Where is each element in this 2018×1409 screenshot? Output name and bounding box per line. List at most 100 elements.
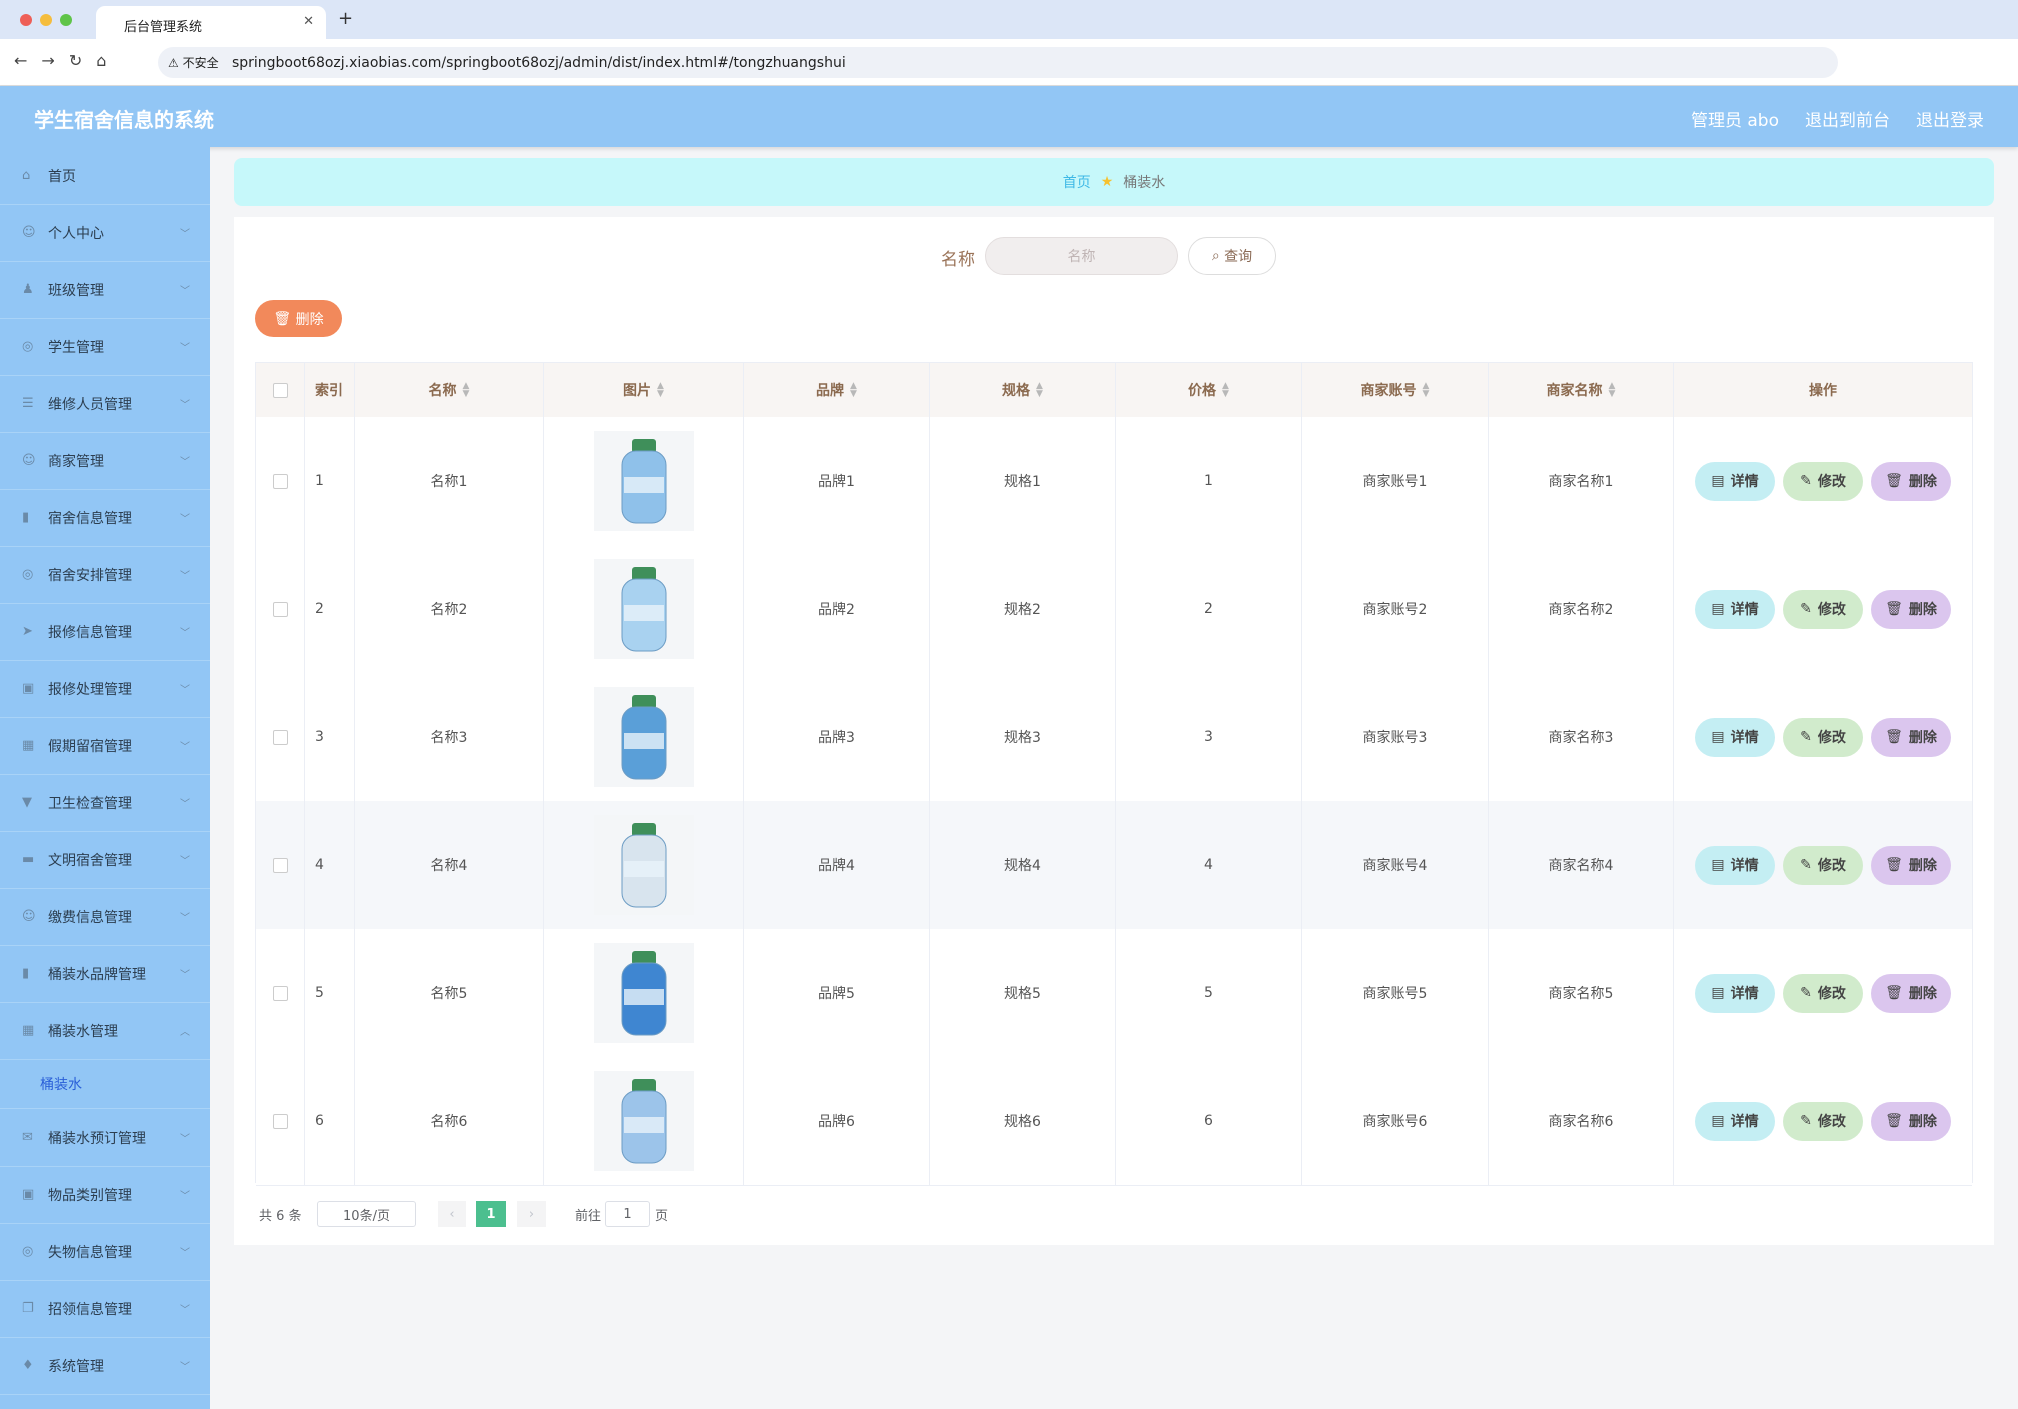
menu-item[interactable]: ➤ 报修信息管理 ﹀ [0, 603, 210, 661]
crumb-home[interactable]: 首页 [1062, 175, 1091, 191]
cell-text: 品牌1 [818, 474, 855, 490]
menu-icon: ✉ [22, 1130, 33, 1145]
submenu-item[interactable]: 桶装水 [0, 1059, 210, 1109]
sort-icon[interactable]: ▲ ▼ [462, 381, 470, 399]
menu-item[interactable]: ◎ 学生管理 ﹀ [0, 318, 210, 376]
tab-close[interactable]: ✕ [303, 14, 314, 29]
row-button[interactable]: 🗑 删除 [1871, 717, 1951, 757]
cell-text: 商家名称6 [1548, 1114, 1614, 1130]
sort-icon[interactable]: ▲ ▼ [1036, 381, 1043, 399]
cell [256, 363, 305, 417]
row-button-icon: ▤ [1711, 473, 1725, 489]
current-page[interactable]: 1 [476, 1201, 506, 1227]
checkbox[interactable] [272, 601, 288, 617]
page-unit: 页 [655, 1208, 669, 1224]
cell-text: 商家名称1 [1548, 474, 1614, 490]
menu-item[interactable]: ✉ 桶装水预订管理 ﹀ [0, 1109, 210, 1167]
checkbox[interactable] [272, 729, 288, 745]
sort-icon[interactable]: ▲ ▼ [850, 381, 857, 399]
table: 索引 名称 ▲ ▼ 图片 ▲ ▼ 品牌 ▲ ▼ 规格 ▲ ▼ 价格 ▲ ▼ 商家账号 ▲ ▼ 商家名称 ▲ ▼ 操作 1 名称1… [255, 362, 1973, 1186]
header-link[interactable]: 退出登录 [1916, 111, 1984, 131]
checkbox[interactable] [272, 1113, 288, 1129]
row-button[interactable]: ▤ 详情 [1695, 717, 1775, 757]
prev[interactable]: ‹ [438, 1201, 466, 1227]
menu-item[interactable]: ☺ 个人中心 ﹀ [0, 204, 210, 262]
sort-icon[interactable]: ▲ ▼ [1608, 381, 1616, 399]
menu-item[interactable]: ❐ 招领信息管理 ﹀ [0, 1280, 210, 1338]
menu-item[interactable]: ▦ 桶装水管理 ︿ [0, 1002, 210, 1060]
close-dot[interactable] [20, 14, 32, 26]
menu-icon: ▬ [22, 852, 35, 867]
table-row[interactable]: 5 名称5 品牌5 规格5 5 商家账号5 商家名称5 ▤ 详情 ✎ 修改 🗑 删除 [256, 929, 1972, 1058]
table-row[interactable]: 3 名称3 品牌3 规格3 3 商家账号3 商家名称3 ▤ 详情 ✎ 修改 🗑 删除 [256, 673, 1972, 802]
menu-item[interactable]: ♟ 班级管理 ﹀ [0, 261, 210, 319]
menu-item[interactable]: ▬ 文明宿舍管理 ﹀ [0, 831, 210, 889]
row-button-icon: ✎ [1800, 857, 1812, 873]
menu-item[interactable]: ▣ 报修处理管理 ﹀ [0, 660, 210, 718]
table-row[interactable]: 1 名称1 品牌1 规格1 1 商家账号1 商家名称1 ▤ 详情 ✎ 修改 🗑 删除 [256, 417, 1972, 546]
tab[interactable]: 后台管理系统 ✕ [96, 6, 326, 39]
row-button[interactable]: ✎ 修改 [1783, 461, 1863, 501]
checkbox[interactable] [272, 473, 288, 489]
new-tab[interactable]: + [338, 8, 354, 29]
header-link[interactable]: 管理员 abo [1690, 111, 1779, 131]
url-field[interactable]: ⚠ 不安全 springboot68ozj.xiaobias.com/sprin… [158, 47, 1838, 78]
goto-input[interactable]: 1 [605, 1201, 650, 1227]
row-button[interactable]: 🗑 删除 [1871, 589, 1951, 629]
row-button[interactable]: ✎ 修改 [1783, 973, 1863, 1013]
sort-icon[interactable]: ▲ ▼ [657, 381, 664, 399]
page-size[interactable]: 10条/页 [317, 1201, 416, 1227]
column-header: 操作 [1809, 383, 1837, 399]
column-header: 价格 [1188, 383, 1217, 399]
row-button-icon: ✎ [1800, 1113, 1812, 1129]
bulk-delete[interactable]: 🗑 删除 [255, 300, 342, 337]
menu-arrow: ﹀ [180, 913, 190, 924]
search-button[interactable]: ⌕ 查询 [1188, 237, 1276, 275]
menu-item[interactable]: ☺ 商家管理 ﹀ [0, 432, 210, 490]
cell: 品牌6 [744, 1057, 930, 1185]
row-button[interactable]: ✎ 修改 [1783, 589, 1863, 629]
menu-item[interactable]: ▦ 假期留宿管理 ﹀ [0, 717, 210, 775]
row-button[interactable]: ▤ 详情 [1695, 845, 1775, 885]
row-button[interactable]: 🗑 删除 [1871, 461, 1951, 501]
menu-item[interactable]: ☺ 缴费信息管理 ﹀ [0, 888, 210, 946]
table-row[interactable]: 4 名称4 品牌4 规格4 4 商家账号4 商家名称4 ▤ 详情 ✎ 修改 🗑 删除 [256, 801, 1972, 930]
search-input[interactable]: 名称 [985, 237, 1178, 275]
menu-item[interactable]: ▼ 卫生检查管理 ﹀ [0, 774, 210, 832]
menu-item[interactable]: ▣ 物品类别管理 ﹀ [0, 1166, 210, 1224]
menu-item[interactable]: ▮ 桶装水品牌管理 ﹀ [0, 945, 210, 1003]
search-button-label: 查询 [1224, 249, 1253, 265]
row-button[interactable]: 🗑 删除 [1871, 973, 1951, 1013]
max-dot[interactable] [60, 14, 72, 26]
header-link[interactable]: 退出到前台 [1805, 111, 1890, 131]
row-button[interactable]: ▤ 详情 [1695, 589, 1775, 629]
sort-icon[interactable]: ▲ ▼ [1422, 381, 1430, 399]
checkbox[interactable] [272, 857, 288, 873]
min-dot[interactable] [40, 14, 52, 26]
menu-item[interactable]: ◎ 失物信息管理 ﹀ [0, 1223, 210, 1281]
row-button[interactable]: ▤ 详情 [1695, 973, 1775, 1013]
checkbox[interactable] [272, 985, 288, 1001]
row-button[interactable]: ▤ 详情 [1695, 1101, 1775, 1141]
checkbox[interactable] [272, 382, 288, 398]
row-button[interactable]: 🗑 删除 [1871, 845, 1951, 885]
nav-buttons[interactable]: ←→↻⌂ [14, 51, 121, 70]
table-row[interactable]: 6 名称6 品牌6 规格6 6 商家账号6 商家名称6 ▤ 详情 ✎ 修改 🗑 删除 [256, 1057, 1972, 1186]
menu-item[interactable]: ♦ 系统管理 ﹀ [0, 1337, 210, 1395]
menu-arrow: ﹀ [180, 514, 190, 525]
menu-item[interactable]: ⌂ 首页 [0, 147, 210, 205]
row-button-icon: 🗑 [1885, 1113, 1903, 1129]
row-button[interactable]: ✎ 修改 [1783, 1101, 1863, 1141]
cell: 商家账号1 [1302, 417, 1489, 545]
row-button[interactable]: 🗑 删除 [1871, 1101, 1951, 1141]
menu-item[interactable]: ◎ 宿舍安排管理 ﹀ [0, 546, 210, 604]
cell-text: 规格6 [1004, 1114, 1041, 1130]
table-row[interactable]: 2 名称2 品牌2 规格2 2 商家账号2 商家名称2 ▤ 详情 ✎ 修改 🗑 删除 [256, 545, 1972, 674]
menu-item[interactable]: ▮ 宿舍信息管理 ﹀ [0, 489, 210, 547]
menu-item[interactable]: ☰ 维修人员管理 ﹀ [0, 375, 210, 433]
row-button[interactable]: ▤ 详情 [1695, 461, 1775, 501]
next[interactable]: › [517, 1201, 546, 1227]
row-button[interactable]: ✎ 修改 [1783, 717, 1863, 757]
sort-icon[interactable]: ▲ ▼ [1222, 381, 1229, 399]
row-button[interactable]: ✎ 修改 [1783, 845, 1863, 885]
